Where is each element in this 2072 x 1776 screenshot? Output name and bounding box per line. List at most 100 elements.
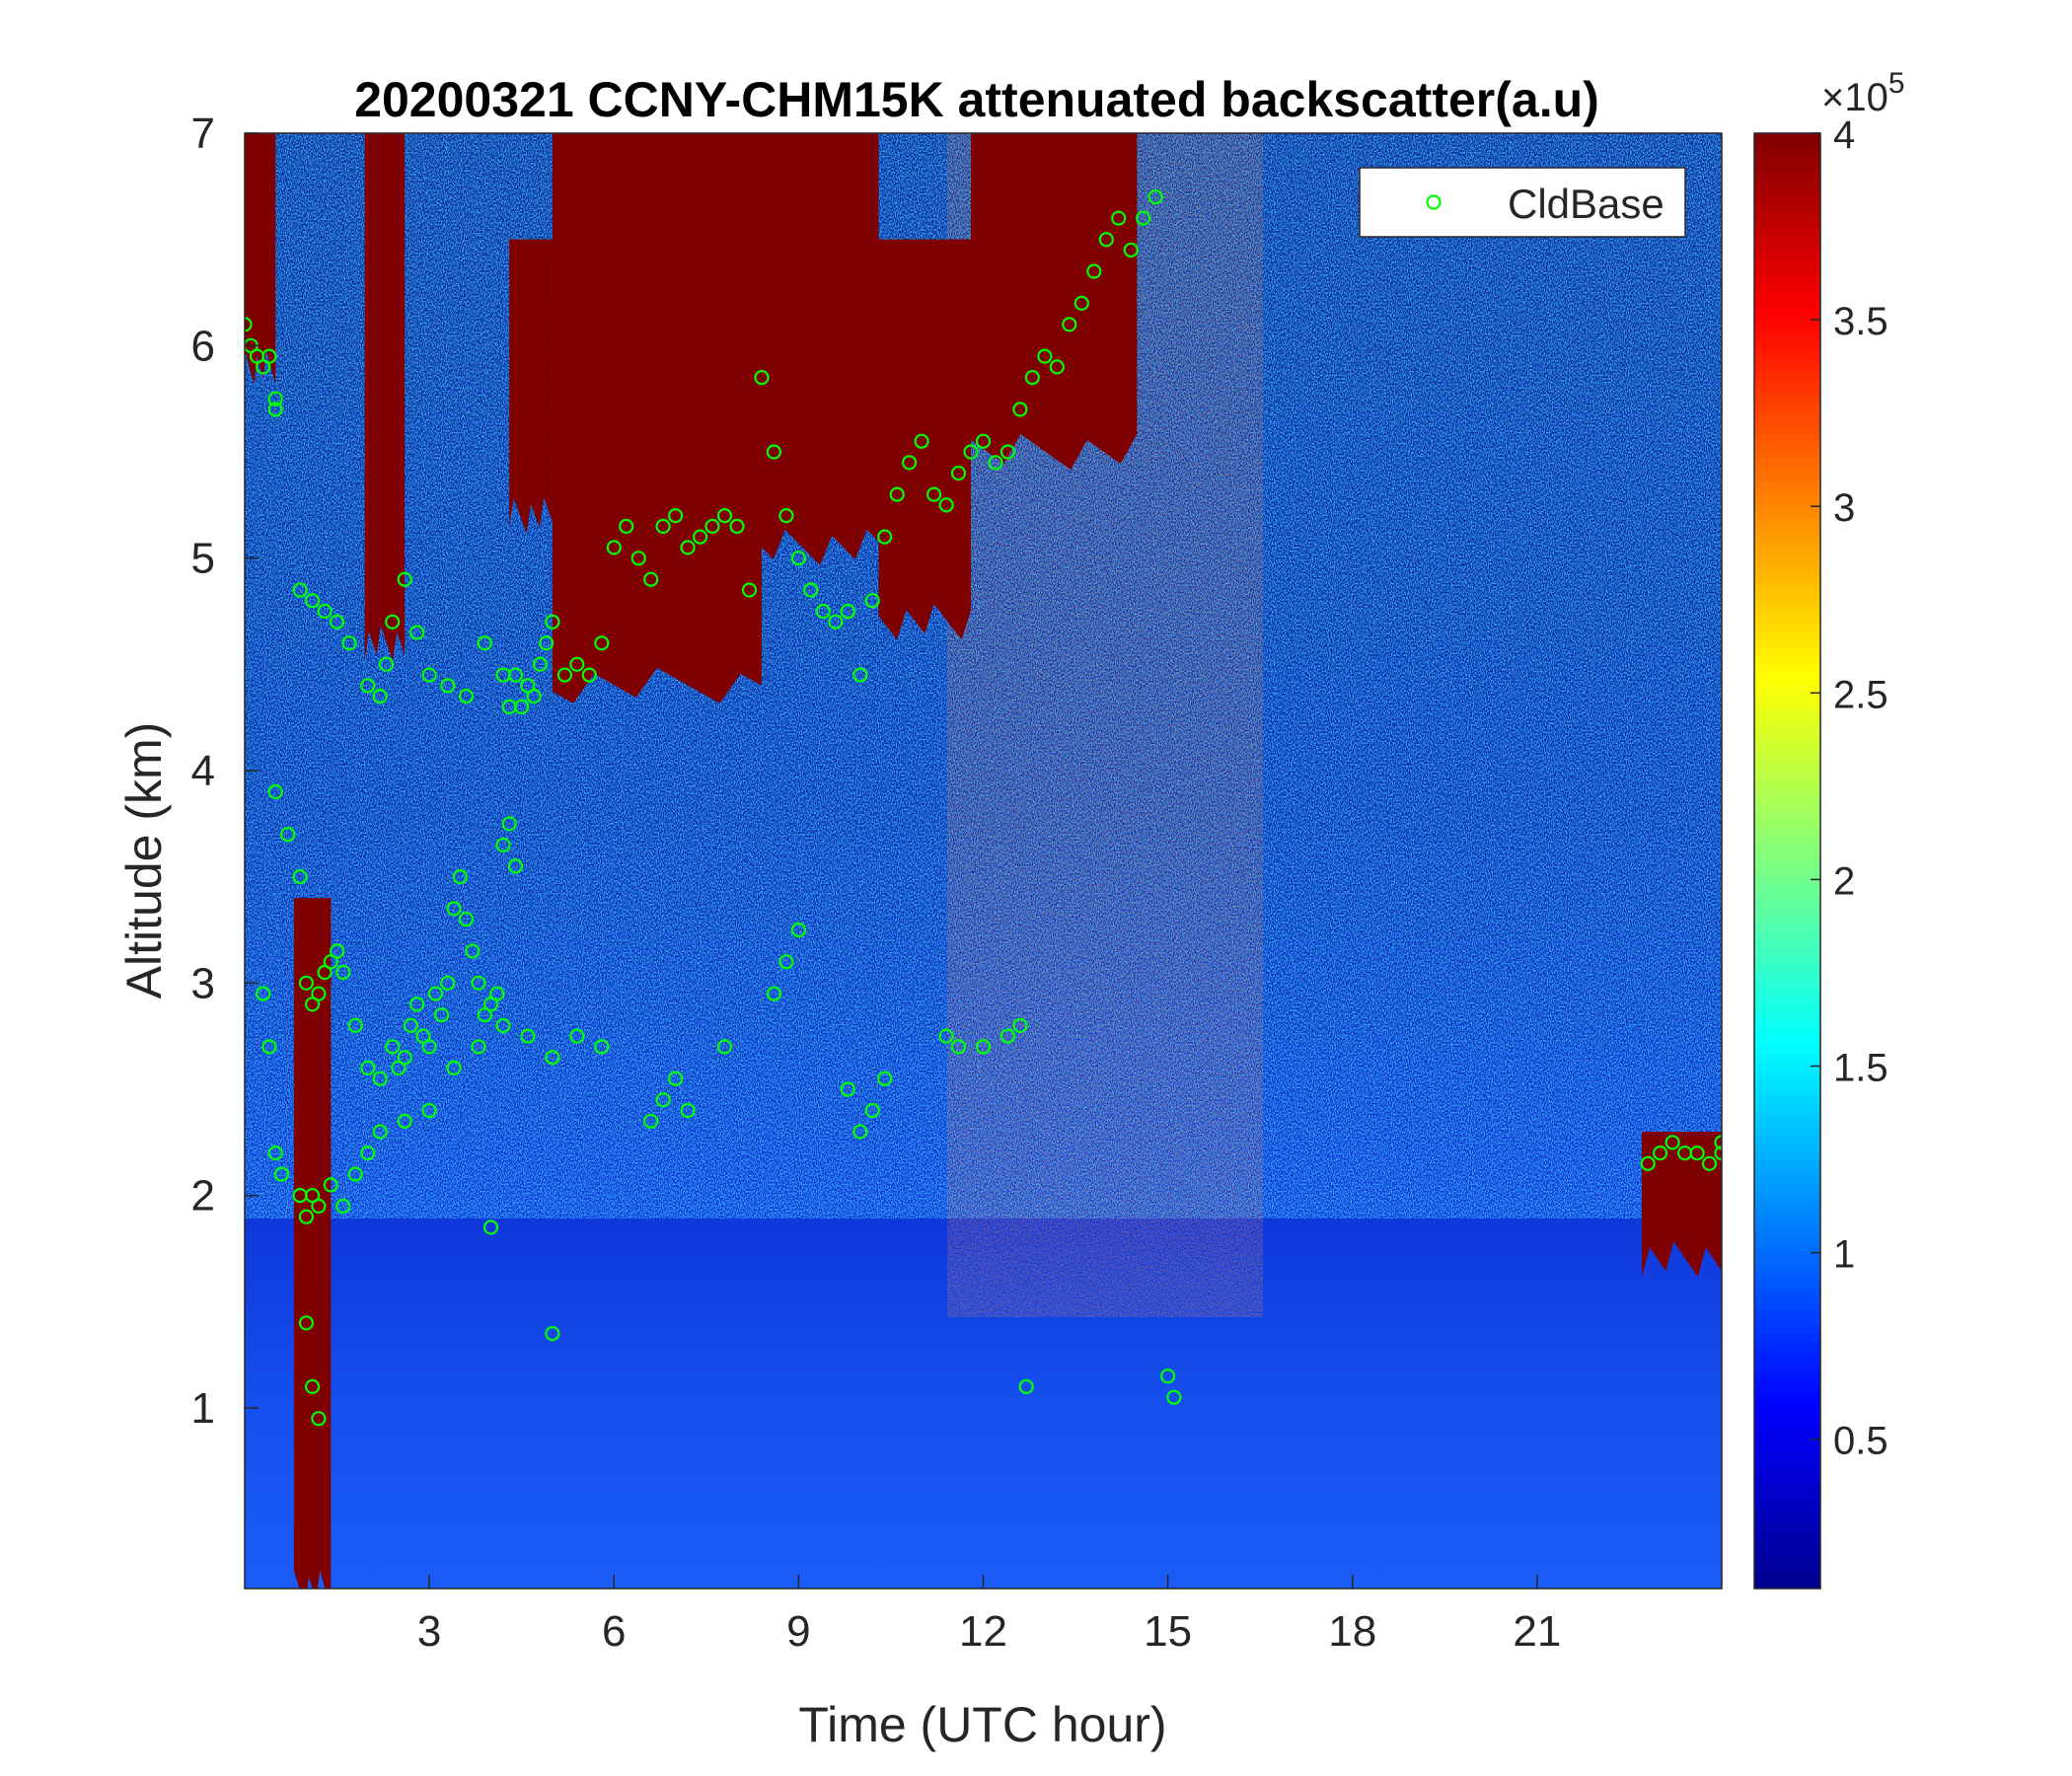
cldbase-point — [378, 656, 395, 672]
cldbase-point — [323, 954, 338, 970]
cldbase-point — [360, 1145, 376, 1161]
cldbase-point — [335, 964, 351, 981]
x-tick-label: 12 — [959, 1607, 1007, 1656]
cldbase-point — [778, 507, 794, 524]
cldbase-point — [347, 1017, 363, 1034]
cldbase-point — [741, 582, 758, 598]
cldbase-point — [360, 678, 376, 694]
cldbase-point — [267, 402, 283, 417]
cldbase-point — [427, 986, 443, 1001]
cldbase-point — [372, 1071, 388, 1086]
cldbase-point — [938, 497, 954, 513]
colorbar: 0.5 1 1.5 2 2.5 3 3.5 4 ×105 — [1753, 67, 1905, 1590]
cldbase-point — [545, 1050, 560, 1066]
cldbase-point — [403, 1017, 418, 1034]
cldbase-point — [311, 986, 327, 1001]
cldbase-point — [667, 507, 684, 524]
cldbase-markers — [245, 189, 1722, 1427]
cldbase-point — [1037, 348, 1053, 364]
cldbase-point — [1689, 1145, 1705, 1161]
x-tick-label: 18 — [1328, 1607, 1376, 1656]
cldbase-point — [347, 1166, 363, 1182]
cloud-layer — [761, 133, 879, 565]
cldbase-point — [655, 518, 671, 535]
colorbar-exponent-power: 5 — [1888, 67, 1905, 100]
colorbar-tick-label: 1 — [1833, 1233, 1855, 1277]
cldbase-point — [421, 667, 437, 683]
cldbase-point — [938, 1028, 954, 1044]
colorbar-exponent-label: ×105 — [1821, 67, 1905, 119]
cldbase-point — [526, 688, 542, 704]
cldbase-point — [514, 699, 530, 715]
cldbase-point — [704, 518, 720, 535]
cldbase-point — [434, 1006, 450, 1023]
cldbase-point — [446, 901, 462, 917]
x-axis: 3 6 9 12 15 18 21 — [417, 1575, 1561, 1656]
cldbase-point — [538, 635, 555, 651]
cldbase-point — [440, 678, 456, 694]
y-axis: 1 2 3 4 5 6 7 — [191, 110, 259, 1433]
y-tick-label: 4 — [191, 747, 215, 795]
cldbase-point — [790, 551, 807, 566]
cldbase-point — [1652, 1145, 1668, 1161]
cldbase-point — [292, 868, 308, 885]
colorbar-exponent-base: ×10 — [1821, 76, 1888, 119]
cldbase-point — [489, 986, 505, 1001]
cldbase-point — [643, 1113, 659, 1129]
y-axis-label: Altitude (km) — [116, 722, 172, 999]
cldbase-point — [1062, 317, 1077, 333]
cldbase-point — [298, 1209, 314, 1224]
cldbase-point — [1049, 359, 1065, 375]
cldbase-point — [950, 1039, 967, 1055]
cldbase-point — [452, 868, 468, 885]
cldbase-point — [298, 1315, 314, 1331]
cldbase-point — [305, 593, 321, 609]
cldbase-point — [372, 688, 388, 704]
cldbase-point — [520, 1028, 536, 1044]
cldbase-point — [716, 507, 733, 524]
cloud-layer — [509, 239, 553, 534]
cldbase-point — [1024, 370, 1041, 386]
x-tick-label: 6 — [602, 1607, 626, 1656]
cldbase-point — [335, 1198, 351, 1215]
cldbase-point — [1018, 1378, 1034, 1395]
colorbar-tick-label: 2 — [1833, 859, 1855, 903]
cldbase-point — [1166, 1389, 1182, 1405]
cldbase-point — [950, 465, 967, 481]
cldbase-point — [256, 986, 271, 1001]
x-tick-label: 15 — [1144, 1607, 1192, 1656]
cldbase-point — [292, 582, 308, 598]
cldbase-point — [680, 540, 696, 555]
cldbase-point — [999, 1028, 1016, 1044]
x-tick-label: 9 — [786, 1607, 810, 1656]
cldbase-point — [409, 997, 425, 1012]
cldbase-point — [803, 582, 819, 598]
colorbar-tick-label: 3 — [1833, 486, 1855, 530]
cldbase-point — [397, 1050, 412, 1066]
cldbase-point — [692, 529, 708, 545]
colorbar-tick-label: 0.5 — [1833, 1420, 1888, 1463]
cldbase-point — [305, 1187, 321, 1204]
cldbase-point — [988, 455, 1003, 471]
cldbase-point — [1136, 210, 1151, 226]
cldbase-point — [790, 922, 807, 938]
cldbase-point — [569, 1028, 585, 1044]
cldbase-point — [1012, 402, 1028, 417]
cldbase-point — [421, 1102, 437, 1119]
cldbase-point — [864, 593, 880, 609]
cldbase-point — [680, 1102, 696, 1119]
cldbase-point — [507, 858, 524, 874]
y-tick-label: 5 — [191, 535, 215, 583]
cldbase-point — [267, 391, 283, 407]
cldbase-point — [1012, 1017, 1028, 1034]
cldbase-point — [397, 1113, 412, 1129]
cldbase-point — [273, 1166, 289, 1182]
cloud-layer — [878, 239, 972, 640]
cldbase-point — [754, 370, 770, 386]
cldbase-point — [1086, 263, 1102, 279]
legend-marker-cldbase — [1426, 194, 1442, 210]
cldbase-point — [643, 571, 659, 587]
cldbase-point — [828, 614, 844, 629]
cldbase-point — [594, 635, 610, 651]
cldbase-point — [655, 1092, 671, 1108]
